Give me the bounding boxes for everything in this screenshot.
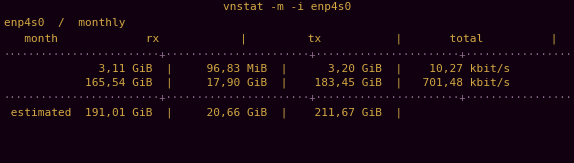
Text: 165,54 GiB  |     17,90 GiB  |    183,45 GiB  |   701,48 kbit/s: 165,54 GiB | 17,90 GiB | 183,45 GiB | 70…: [4, 78, 510, 89]
Text: vnstat -m -i enp4s0: vnstat -m -i enp4s0: [223, 2, 351, 12]
Text: estimated  191,01 GiB  |     20,66 GiB  |    211,67 GiB  |: estimated 191,01 GiB | 20,66 GiB | 211,6…: [4, 108, 402, 119]
Text: month             rx            |         tx           |       total          | : month rx | tx | total |: [4, 34, 574, 44]
Text: ·························+·······················+·······················+······: ·························+··············…: [4, 50, 574, 60]
Text: enp4s0  /  monthly: enp4s0 / monthly: [4, 18, 126, 28]
Text: 3,11 GiB  |     96,83 MiB  |      3,20 GiB  |    10,27 kbit/s: 3,11 GiB | 96,83 MiB | 3,20 GiB | 10,27 …: [4, 63, 510, 74]
Text: ·························+·······················+·······················+······: ·························+··············…: [4, 93, 574, 103]
